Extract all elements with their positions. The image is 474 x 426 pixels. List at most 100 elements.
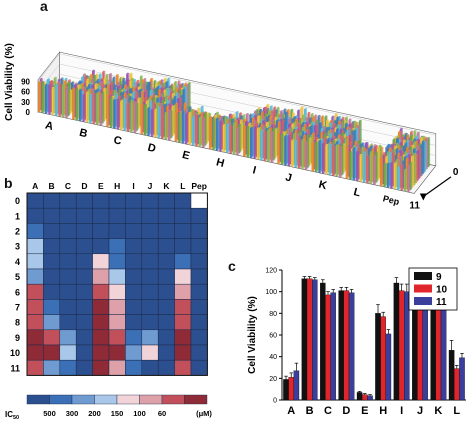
bar-top-face: [418, 148, 422, 151]
bar-front-face: [164, 112, 167, 140]
bar-side-face: [139, 97, 141, 129]
bar-side-face: [193, 116, 195, 146]
bar-top-face: [92, 92, 96, 95]
bar-top-face: [70, 81, 74, 84]
bar-top-face: [331, 119, 335, 122]
heatmap-cell: [43, 253, 61, 270]
bar-top-face: [106, 93, 110, 96]
heatmap-cell: [92, 268, 110, 285]
bar-top-face: [386, 162, 390, 165]
bar-top-face: [103, 77, 107, 80]
bar-front-face: [195, 115, 198, 147]
heatmap-cell: [108, 283, 126, 300]
bar-top-face: [82, 93, 86, 96]
bar-top-face: [85, 91, 89, 93]
bar-front-face: [362, 152, 365, 183]
bar-front-face: [99, 94, 102, 126]
bar-top-face: [77, 82, 81, 84]
legend-color-step: [184, 394, 208, 405]
bar-side-face: [101, 94, 103, 126]
bar-side-face: [269, 129, 271, 162]
bar-top-face: [168, 103, 172, 106]
bar-top-face: [39, 78, 43, 80]
bar-top-face: [139, 81, 143, 84]
bar-side-face: [316, 141, 318, 173]
bar-top-face: [156, 85, 160, 88]
bar-top-face: [120, 76, 124, 79]
bar-top-face: [255, 122, 259, 125]
heatmap-cell: [59, 359, 77, 376]
bar-side-face: [323, 142, 325, 174]
bar-top-face: [234, 119, 238, 121]
bar-top-face: [98, 85, 102, 88]
bar-top-face: [161, 105, 165, 108]
bar-top-face: [337, 138, 341, 141]
bar-top-face: [293, 121, 297, 124]
bar-side-face: [286, 135, 288, 166]
legend-color-step: [161, 394, 185, 405]
bar-top-face: [411, 144, 415, 147]
bar-top-face: [96, 78, 100, 81]
bar-top-face: [46, 78, 50, 81]
bar-front-face: [277, 133, 280, 165]
bar-front-face: [236, 128, 239, 156]
bar-top-face: [397, 166, 401, 169]
legend-color-step: [71, 394, 95, 405]
bar-side-face: [296, 140, 298, 168]
bar-top-face: [316, 138, 320, 141]
bar-top-face: [84, 88, 88, 91]
bar-side-face: [306, 141, 308, 171]
bar-top-face: [291, 123, 295, 126]
bar-top-face: [343, 127, 347, 130]
bar-top-face: [310, 124, 314, 127]
bar-side-face: [145, 104, 147, 136]
row-label: 8: [15, 318, 20, 328]
bar-top-face: [57, 78, 61, 81]
bar-top-face: [214, 114, 218, 117]
bar-top-face: [219, 116, 223, 119]
bar-top-face: [264, 113, 268, 115]
bar-top-face: [202, 117, 206, 119]
bar-side-face: [183, 110, 185, 144]
bar-series-9: [412, 306, 418, 401]
bar-top-face: [156, 102, 159, 104]
bar-side-face: [293, 139, 294, 168]
bar-front-face: [150, 110, 153, 137]
bar-top-face: [135, 91, 139, 94]
bar-top-face: [120, 91, 124, 94]
bar-side-face: [108, 94, 110, 128]
bar-top-face: [287, 134, 291, 137]
heatmap-cell: [141, 344, 159, 361]
bar-top-face: [370, 143, 374, 146]
bar-top-face: [68, 79, 71, 81]
legend-color-step: [49, 394, 73, 405]
heatmap-cell: [92, 314, 110, 331]
bar-front-face: [356, 151, 358, 182]
bar-top-face: [132, 91, 136, 94]
bar-top-face: [58, 83, 62, 85]
heatmap-cell: [157, 207, 175, 224]
bar-top-face: [101, 84, 105, 86]
bar-top-face: [373, 155, 377, 157]
bar-top-face: [313, 124, 317, 127]
bar-side-face: [200, 116, 202, 148]
bar-top-face: [139, 75, 143, 77]
bar-top-face: [294, 139, 298, 142]
bar-top-face: [136, 79, 140, 82]
bar-top-face: [165, 81, 169, 83]
bar-front-face: [202, 118, 205, 149]
bar-top-face: [312, 121, 316, 124]
bar-top-face: [115, 93, 118, 95]
bar-top-face: [65, 86, 69, 89]
bar-top-face: [349, 151, 353, 153]
bar-top-face: [301, 138, 305, 141]
bar-side-face: [320, 140, 322, 174]
bar-front-face: [338, 147, 341, 178]
bar-top-face: [332, 145, 336, 147]
bar-side-face: [342, 143, 344, 176]
bar-top-face: [179, 83, 183, 86]
bar-top-face: [409, 134, 413, 137]
heatmap-cell: [26, 223, 44, 239]
bar-top-face: [188, 111, 192, 114]
